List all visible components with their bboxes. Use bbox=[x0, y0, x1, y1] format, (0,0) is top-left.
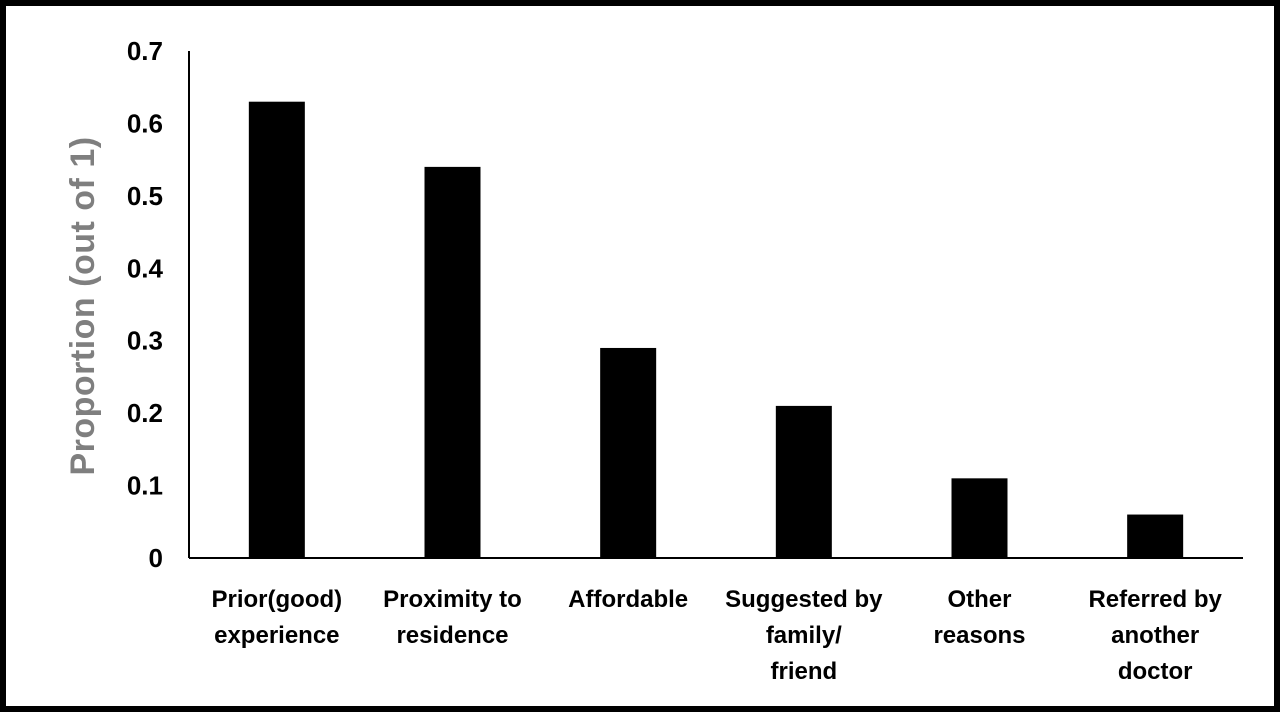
x-category-label-line: Affordable bbox=[568, 586, 688, 613]
x-category-label-line: Proximity to bbox=[383, 586, 522, 613]
x-category-label: Suggested by family/friend bbox=[725, 586, 883, 685]
x-category-label-line: Suggested by bbox=[725, 586, 883, 613]
y-tick-label: 0 bbox=[149, 543, 163, 573]
x-category-label-line: Prior(good) bbox=[212, 586, 343, 613]
x-category-label-line: another bbox=[1111, 622, 1199, 649]
x-category-label-line: experience bbox=[214, 622, 339, 649]
x-category-label-line: reasons bbox=[933, 622, 1025, 649]
bar bbox=[600, 347, 657, 558]
x-category-label-line: doctor bbox=[1118, 658, 1193, 685]
bars bbox=[248, 101, 1184, 558]
x-category-label-line: Other bbox=[947, 586, 1011, 613]
bar-chart: Proportion (out of 1) 0 0.1 0.2 0.3 0.4 0.5 0.… bbox=[64, 36, 1243, 685]
x-category-label-line: friend bbox=[770, 658, 837, 685]
bar bbox=[775, 405, 832, 558]
bar bbox=[951, 478, 1008, 558]
y-tick-label: 0.6 bbox=[127, 108, 163, 138]
y-tick-label: 0.3 bbox=[127, 326, 163, 356]
x-category-label-line: Referred by bbox=[1088, 586, 1222, 613]
x-category-label: Affordable bbox=[568, 586, 688, 613]
bar bbox=[248, 101, 305, 558]
x-category-label: Prior(good) experience bbox=[212, 586, 343, 649]
y-tick-label: 0.4 bbox=[127, 253, 164, 283]
y-tick-label: 0.1 bbox=[127, 471, 163, 501]
y-tick-label: 0.7 bbox=[127, 36, 163, 66]
x-category-label: Proximity to residence bbox=[383, 586, 522, 649]
x-category-label-line: family/ bbox=[766, 622, 842, 649]
x-category-label: Referred by another doctor bbox=[1088, 586, 1222, 685]
y-axis-title: Proportion (out of 1) bbox=[64, 136, 102, 475]
bar bbox=[424, 166, 481, 558]
x-category-label-line: residence bbox=[396, 622, 508, 649]
y-tick-labels: 0 0.1 0.2 0.3 0.4 0.5 0.6 0.7 bbox=[127, 36, 164, 573]
y-tick-label: 0.5 bbox=[127, 181, 163, 211]
x-category-labels: Prior(good) experience Proximity to residen… bbox=[212, 586, 1223, 685]
x-category-label: Other reasons bbox=[933, 586, 1025, 649]
y-tick-label: 0.2 bbox=[127, 398, 163, 428]
bar bbox=[1127, 514, 1184, 558]
